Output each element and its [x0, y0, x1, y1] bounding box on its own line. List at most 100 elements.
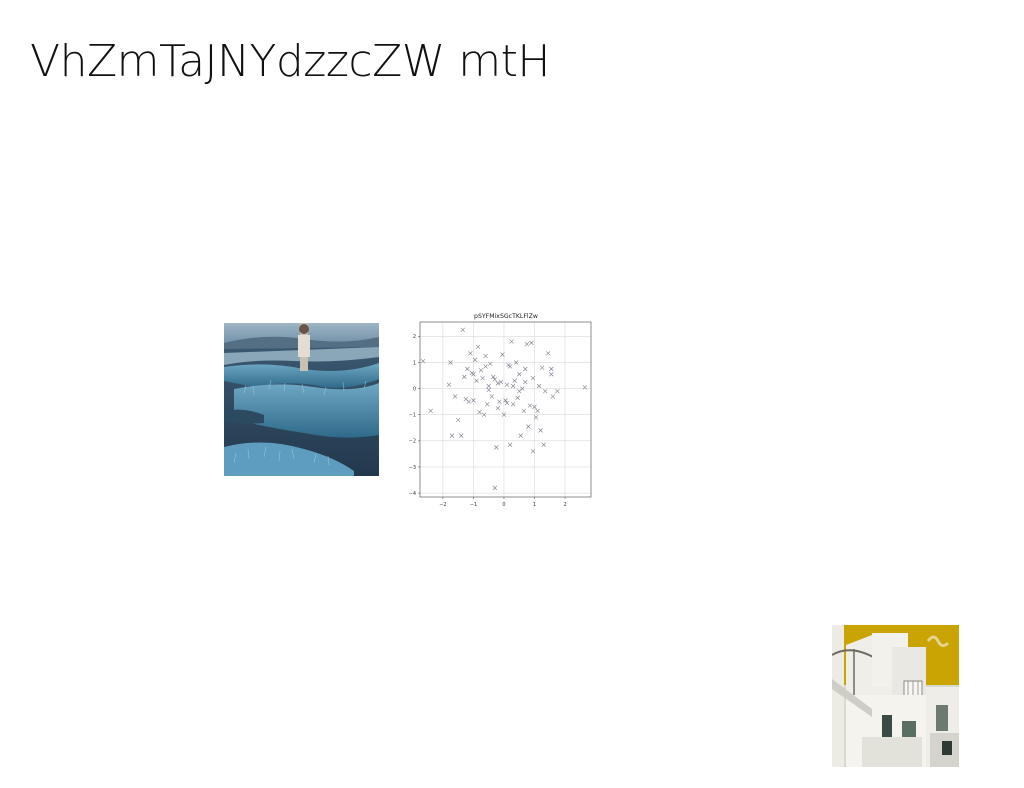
scatter-point [497, 399, 502, 404]
y-tick-label: 0 [413, 386, 416, 392]
scatter-point [420, 358, 426, 364]
y-tick-label: −1 [409, 413, 416, 419]
y-tick-label: −3 [409, 465, 416, 471]
scatter-point [517, 372, 522, 377]
x-tick-label: −1 [470, 502, 477, 508]
scatter-point [478, 368, 484, 373]
scatter-point [465, 366, 470, 372]
scatter-point [509, 339, 514, 344]
scatter-point [477, 409, 482, 415]
scatter-point [494, 445, 499, 450]
scatter-point [480, 375, 485, 381]
scatter-point [542, 389, 548, 394]
marsh-photo [224, 323, 379, 476]
y-tick-label: −2 [409, 439, 416, 445]
scatter-point [549, 366, 554, 372]
x-tick-label: 1 [533, 502, 536, 508]
scatter-point [550, 394, 556, 399]
scatter-point [530, 449, 536, 454]
scatter-point [517, 389, 522, 394]
scatter-point [452, 394, 458, 399]
chart-grid [420, 322, 591, 497]
scatter-point [536, 383, 542, 389]
scatter-point [489, 394, 494, 399]
scatter-point [475, 344, 481, 350]
scatter-chart: pSYFMixSGcTKLFlZw −2 −1 0 1 2 2 1 0 −1 −2 −3 −4 [409, 313, 592, 508]
scatter-point [483, 353, 488, 359]
scatter-point [455, 417, 461, 423]
scatter-point [500, 352, 505, 357]
scatter-point [492, 485, 498, 491]
scatter-point [541, 442, 546, 447]
scatter-point [486, 387, 491, 393]
scatter-point [481, 412, 487, 417]
scatter-point [532, 404, 537, 410]
scatter-point [524, 341, 530, 347]
page-title: VhZmTaJNYdzzcZW mtH [30, 36, 550, 87]
scatter-point [539, 365, 545, 370]
scatter-point [504, 382, 510, 387]
scatter-point [523, 366, 528, 372]
scatter-point [495, 405, 501, 411]
scatter-point [428, 408, 433, 414]
scatter-point [510, 402, 516, 407]
scatter-point [448, 360, 453, 365]
buildings-photo [832, 625, 959, 767]
scatter-point [498, 379, 504, 385]
scatter-point [520, 386, 525, 391]
scatter-point [555, 389, 560, 394]
scatter-point [507, 364, 513, 369]
scatter-point [463, 396, 469, 402]
scatter-point [582, 385, 588, 390]
scatter-point [503, 398, 508, 403]
scatter-point [483, 364, 488, 369]
y-tick-label: 1 [413, 360, 416, 366]
buildings-photo-graphic [832, 625, 959, 767]
scatter-point [515, 395, 520, 400]
y-tick-label: −4 [409, 491, 416, 497]
scatter-point [501, 412, 507, 417]
scatter-point [491, 374, 496, 380]
scatter-point [492, 377, 498, 382]
scatter-point [526, 424, 531, 429]
x-tick-label: −2 [439, 502, 446, 508]
scatter-point [446, 382, 452, 387]
scatter-point [510, 383, 516, 389]
scatter-point [523, 379, 528, 385]
scatter-point [533, 415, 539, 420]
y-tick-label: 2 [413, 334, 416, 340]
scatter-point [518, 433, 523, 438]
scatter-point [538, 428, 543, 433]
scatter-point [512, 378, 517, 383]
scatter-point [535, 408, 540, 414]
scatter-point [513, 360, 519, 365]
scatter-point [546, 351, 551, 356]
scatter-point [459, 433, 464, 438]
scatter-point [466, 399, 472, 404]
marsh-photo-graphic [224, 323, 379, 476]
x-tick-label: 2 [563, 502, 566, 508]
scatter-point [507, 442, 513, 447]
scatter-point [495, 381, 501, 386]
scatter-point [549, 372, 554, 377]
scatter-point [530, 375, 536, 381]
scatter-point [472, 357, 478, 363]
scatter-point [504, 400, 510, 406]
y-axis: 2 1 0 −1 −2 −3 −4 [409, 334, 420, 497]
scatter-point [471, 398, 476, 403]
scatter-point [488, 361, 493, 367]
scatter-point [486, 383, 491, 389]
chart-plot-area [419, 321, 592, 498]
scatter-point [484, 402, 490, 407]
chart-markers [420, 327, 588, 491]
x-axis: −2 −1 0 1 2 [439, 497, 567, 508]
scatter-point [471, 372, 476, 377]
scatter-point [449, 433, 455, 438]
scatter-point [521, 408, 527, 414]
scatter-point [529, 340, 534, 346]
chart-title: pSYFMixSGcTKLFlZw [474, 313, 538, 320]
scatter-point [468, 351, 473, 356]
scatter-point [460, 327, 465, 333]
scatter-point [527, 403, 533, 408]
scatter-point [474, 378, 479, 383]
